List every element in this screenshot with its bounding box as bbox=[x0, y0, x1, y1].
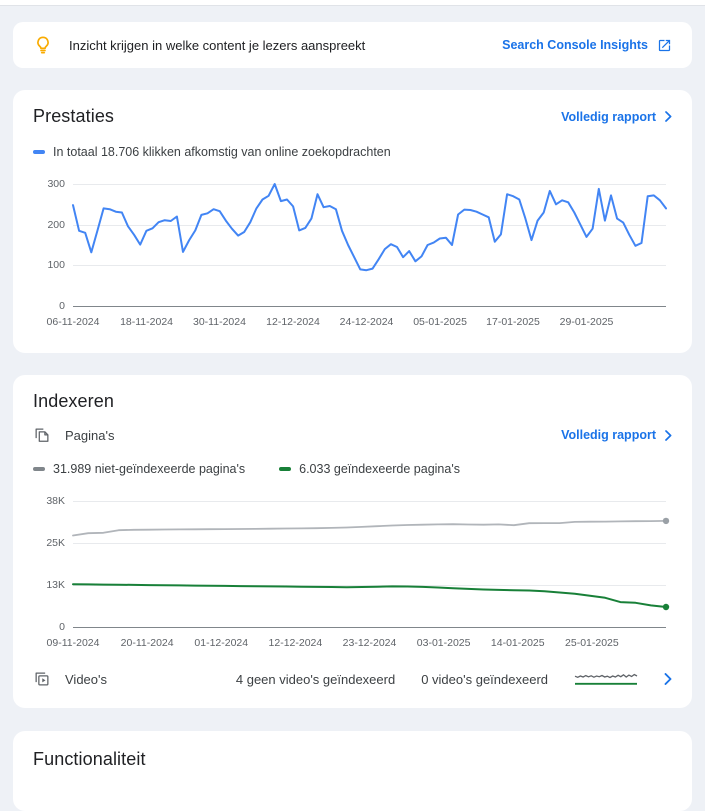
gridline bbox=[73, 627, 666, 628]
gridline bbox=[73, 584, 666, 586]
x-axis-tick-label: 05-01-2025 bbox=[413, 316, 467, 328]
indexing-line-chart: 0 13K 25K 38K 09-11-2024 20-11-2024 01-12-2024… bbox=[33, 488, 672, 656]
performance-line-chart: 0 100 200 300 06-11-2024 18-11-2024 30-11-2024… bbox=[33, 171, 672, 333]
x-axis-tick-label: 12-12-2024 bbox=[268, 637, 323, 649]
gridline bbox=[73, 184, 666, 185]
y-axis-tick-label: 13K bbox=[46, 578, 65, 591]
performance-full-report-label: Volledig rapport bbox=[561, 109, 656, 124]
not-indexed-legend-item: 31.989 niet-geïndexeerde pagina's bbox=[33, 462, 245, 476]
not-indexed-legend-dash-icon bbox=[33, 467, 45, 471]
gridline bbox=[73, 306, 666, 307]
insights-banner: Inzicht krijgen in welke content je leze… bbox=[13, 22, 692, 68]
x-axis-tick-label: 25-01-2025 bbox=[565, 637, 619, 649]
videos-indexed-stat: 0 video's geïndexeerd bbox=[421, 671, 548, 687]
y-axis-tick-label: 100 bbox=[47, 259, 65, 272]
x-axis-tick-label: 30-11-2024 bbox=[193, 316, 246, 328]
features-title: Functionaliteit bbox=[33, 749, 146, 769]
videos-row[interactable]: Video's 4 geen video's geïndexeerd 0 vid… bbox=[33, 670, 672, 688]
x-axis-tick-label: 17-01-2025 bbox=[486, 316, 540, 328]
gridline bbox=[73, 543, 666, 544]
performance-legend-item: In totaal 18.706 klikken afkomstig van o… bbox=[33, 145, 391, 159]
x-axis-tick-label: 29-01-2025 bbox=[559, 316, 614, 328]
y-axis-tick-label: 25K bbox=[46, 537, 65, 549]
y-axis-tick-label: 0 bbox=[59, 621, 65, 633]
search-console-insights-link-label: Search Console Insights bbox=[502, 38, 648, 52]
page-top-divider bbox=[0, 0, 705, 6]
y-axis-tick-label: 38K bbox=[46, 495, 65, 507]
x-axis-tick-label: 24-12-2024 bbox=[339, 316, 394, 328]
x-axis-tick-label: 09-11-2024 bbox=[46, 637, 100, 649]
x-axis-tick-label: 23-12-2024 bbox=[342, 637, 397, 649]
gridline bbox=[73, 224, 666, 226]
indexing-title: Indexeren bbox=[33, 391, 114, 411]
y-axis-tick-label: 0 bbox=[59, 300, 65, 312]
x-axis-tick-label: 14-01-2025 bbox=[490, 637, 545, 649]
indexed-legend-label: 6.033 geïndexeerde pagina's bbox=[299, 462, 460, 476]
indexing-card: Indexeren Pagina's Volledig rapport 31.9… bbox=[13, 375, 692, 708]
y-axis-tick-label: 200 bbox=[47, 218, 65, 231]
indexed-legend-item: 6.033 geïndexeerde pagina's bbox=[279, 462, 460, 476]
video-icon bbox=[33, 670, 51, 688]
x-axis-tick-label: 03-01-2025 bbox=[416, 637, 471, 649]
performance-legend-label: In totaal 18.706 klikken afkomstig van o… bbox=[53, 145, 391, 159]
videos-sparkline-chart bbox=[574, 671, 638, 687]
x-axis-tick-label: 01-12-2024 bbox=[194, 637, 249, 649]
videos-chevron-right-icon[interactable] bbox=[664, 673, 672, 685]
indexing-full-report-label: Volledig rapport bbox=[561, 428, 656, 442]
gridline bbox=[73, 501, 666, 502]
search-console-insights-link[interactable]: Search Console Insights bbox=[502, 38, 672, 53]
chevron-right-icon bbox=[665, 429, 672, 441]
x-axis-tick-label: 18-11-2024 bbox=[120, 316, 173, 328]
performance-title: Prestaties bbox=[33, 106, 115, 126]
open-in-new-icon bbox=[657, 38, 672, 53]
lightbulb-icon bbox=[33, 35, 53, 55]
gridline bbox=[73, 265, 666, 267]
chevron-right-icon bbox=[665, 111, 672, 122]
features-card: Functionaliteit bbox=[13, 731, 692, 811]
clicks-legend-dash-icon bbox=[33, 150, 45, 154]
indexing-full-report-link[interactable]: Volledig rapport bbox=[561, 428, 672, 442]
performance-card: Prestaties Volledig rapport In totaal 18… bbox=[13, 90, 692, 353]
pages-row-label: Pagina's bbox=[65, 427, 115, 443]
pages-icon bbox=[33, 426, 51, 444]
performance-chart-plot bbox=[72, 183, 667, 272]
insights-text: Inzicht krijgen in welke content je leze… bbox=[69, 37, 366, 53]
x-axis-tick-label: 06-11-2024 bbox=[46, 316, 100, 328]
y-axis-tick-label: 300 bbox=[47, 178, 65, 190]
indexed-legend-dash-icon bbox=[279, 467, 292, 471]
indexing-chart-plot bbox=[72, 517, 670, 611]
x-axis-tick-label: 12-12-2024 bbox=[266, 316, 320, 328]
x-axis-tick-label: 20-11-2024 bbox=[120, 637, 174, 649]
not-indexed-legend-label: 31.989 niet-geïndexeerde pagina's bbox=[53, 462, 246, 476]
videos-row-label: Video's bbox=[65, 671, 107, 687]
performance-full-report-link[interactable]: Volledig rapport bbox=[561, 110, 672, 124]
videos-not-indexed-stat: 4 geen video's geïndexeerd bbox=[235, 671, 396, 687]
